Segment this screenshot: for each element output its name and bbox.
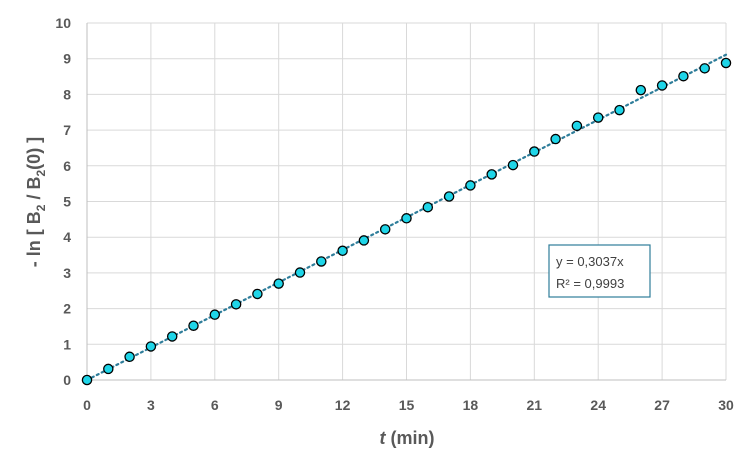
data-point [487,170,496,179]
data-point [189,321,198,330]
data-point [359,236,368,245]
x-tick-label: 27 [654,397,670,413]
data-point [146,342,155,351]
x-tick-labels: 0 3 6 9 12 15 18 21 24 27 30 [83,397,734,413]
x-tick-label: 18 [463,397,479,413]
grid-lines [87,23,726,380]
y-tick-label: 4 [63,229,71,245]
y-tick-label: 8 [63,86,71,102]
y-axis-title-part-b: / B [24,176,44,204]
data-point [572,121,581,130]
y-tick-label: 10 [55,15,71,31]
data-point [636,86,645,95]
data-point [700,64,709,73]
data-point [210,310,219,319]
x-tick-label: 21 [527,397,543,413]
data-point [679,72,688,81]
data-point [551,134,560,143]
data-point [338,246,347,255]
data-point [232,300,241,309]
r-squared-text: R² = 0,9993 [556,276,624,291]
y-tick-labels: 0 1 2 3 4 5 6 7 8 9 10 [55,15,71,388]
y-axis-title-part-c: (0) ] [24,137,44,170]
data-point [381,225,390,234]
x-tick-label: 12 [335,397,351,413]
x-axis-title: t (min) [380,428,435,448]
data-point [594,113,603,122]
data-point [466,181,475,190]
data-point [274,279,283,288]
y-tick-label: 0 [63,372,71,388]
data-point [402,214,411,223]
data-point [721,58,730,67]
x-tick-label: 15 [399,397,415,413]
x-tick-label: 6 [211,397,219,413]
equation-text: y = 0,3037x [556,254,624,269]
y-tick-label: 1 [63,336,71,352]
data-point [125,352,134,361]
y-tick-label: 9 [63,51,71,67]
x-tick-label: 3 [147,397,155,413]
y-tick-label: 6 [63,158,71,174]
x-tick-label: 24 [590,397,606,413]
y-tick-label: 7 [63,122,71,138]
x-tick-label: 30 [718,397,734,413]
y-axis-title-part-a: - ln [ B [24,211,44,267]
x-tick-label: 9 [275,397,283,413]
data-point [615,106,624,115]
x-axis-title-unit: (min) [386,428,435,448]
x-tick-label: 0 [83,397,91,413]
data-point [295,268,304,277]
data-point [168,332,177,341]
equation-box: y = 0,3037x R² = 0,9993 [549,245,650,297]
data-point [423,203,432,212]
y-axis-title: - ln [ B2 / B2(0) ] [24,137,48,267]
data-point [82,375,91,384]
y-tick-label: 3 [63,265,71,281]
data-point [104,364,113,373]
data-point [530,147,539,156]
data-point [508,160,517,169]
data-point [445,192,454,201]
y-tick-label: 2 [63,301,71,317]
data-point [253,289,262,298]
data-point [317,257,326,266]
data-point [658,81,667,90]
y-tick-label: 5 [63,194,71,210]
